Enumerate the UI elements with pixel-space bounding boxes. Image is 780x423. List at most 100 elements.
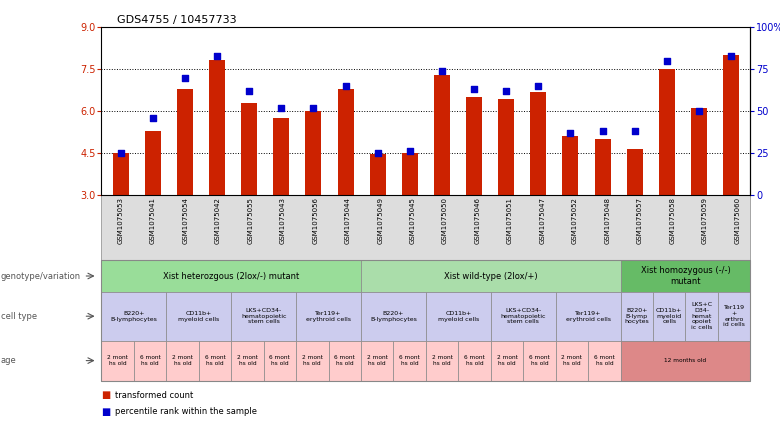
Point (725, 52, 737, 59)
Text: 6 mont
hs old: 6 mont hs old (335, 355, 355, 366)
Point (243, 88, 255, 94)
Text: age: age (1, 356, 16, 365)
Text: 2 mont
hs old: 2 mont hs old (562, 355, 583, 366)
Text: ■: ■ (101, 407, 111, 417)
Text: 6 mont
hs old: 6 mont hs old (464, 355, 485, 366)
Point (403, 148, 416, 154)
Bar (145, 131, 161, 195)
Bar (306, 111, 321, 195)
Bar (562, 136, 579, 195)
Point (629, 128, 641, 135)
Bar (338, 89, 353, 195)
Text: GSM1075060: GSM1075060 (734, 197, 740, 244)
Text: CD11b+
myeloid cells: CD11b+ myeloid cells (438, 311, 479, 321)
Bar (241, 103, 257, 195)
Text: GSM1075051: GSM1075051 (507, 197, 513, 244)
Text: LKS+C
D34-
hemat
opoiet
ic cells: LKS+C D34- hemat opoiet ic cells (691, 302, 712, 330)
Text: 12 months old: 12 months old (665, 358, 707, 363)
Bar (402, 153, 418, 195)
Text: 2 mont
hs old: 2 mont hs old (107, 355, 128, 366)
Bar (723, 55, 739, 195)
Text: B220+
B-lymp
hocytes: B220+ B-lymp hocytes (625, 308, 649, 324)
Bar (626, 148, 643, 195)
Text: GSM1075055: GSM1075055 (247, 197, 254, 244)
Text: cell type: cell type (1, 312, 37, 321)
Bar (273, 118, 289, 195)
Text: Xist wild-type (2lox/+): Xist wild-type (2lox/+) (444, 272, 537, 280)
Text: 6 mont
hs old: 6 mont hs old (140, 355, 161, 366)
Bar (370, 154, 386, 195)
Text: B220+
B-lymphocytes: B220+ B-lymphocytes (370, 311, 417, 321)
Bar (112, 153, 129, 195)
Text: GSM1075059: GSM1075059 (702, 197, 707, 244)
Text: GSM1075043: GSM1075043 (280, 197, 285, 244)
Point (179, 74, 191, 81)
Text: GSM1075054: GSM1075054 (183, 197, 189, 244)
Point (307, 104, 320, 111)
Text: GSM1075042: GSM1075042 (215, 197, 221, 244)
Bar (594, 139, 611, 195)
Text: GSM1075053: GSM1075053 (118, 197, 123, 244)
Point (275, 104, 288, 111)
Text: CD11b+
myeloid cells: CD11b+ myeloid cells (178, 311, 219, 321)
Point (597, 128, 609, 135)
Text: GSM1075045: GSM1075045 (410, 197, 416, 244)
Point (661, 58, 673, 64)
Point (693, 107, 705, 114)
Point (211, 52, 223, 59)
Bar (209, 60, 225, 195)
Text: 2 mont
hs old: 2 mont hs old (302, 355, 323, 366)
Text: 6 mont
hs old: 6 mont hs old (204, 355, 225, 366)
Point (564, 129, 576, 136)
Text: GSM1075046: GSM1075046 (474, 197, 480, 244)
Text: GDS4755 / 10457733: GDS4755 / 10457733 (117, 15, 236, 25)
Text: percentile rank within the sample: percentile rank within the sample (115, 407, 257, 416)
Text: CD11b+
myeloid
cells: CD11b+ myeloid cells (656, 308, 682, 324)
Text: Xist heterozgous (2lox/-) mutant: Xist heterozgous (2lox/-) mutant (163, 272, 300, 280)
Text: B220+
B-lymphocytes: B220+ B-lymphocytes (111, 311, 158, 321)
Text: 2 mont
hs old: 2 mont hs old (172, 355, 193, 366)
Point (115, 149, 127, 156)
Text: ■: ■ (101, 390, 111, 401)
Text: GSM1075056: GSM1075056 (312, 197, 318, 244)
Bar (498, 99, 514, 195)
Text: 6 mont
hs old: 6 mont hs old (269, 355, 290, 366)
Bar (530, 91, 546, 195)
Point (147, 114, 159, 121)
Text: 6 mont
hs old: 6 mont hs old (529, 355, 550, 366)
Text: GSM1075047: GSM1075047 (540, 197, 545, 244)
Text: GSM1075058: GSM1075058 (669, 197, 675, 244)
Text: Xist homozygous (-/-)
mutant: Xist homozygous (-/-) mutant (640, 266, 730, 286)
Text: GSM1075049: GSM1075049 (378, 197, 383, 244)
Text: Ter119+
erythroid cells: Ter119+ erythroid cells (306, 311, 351, 321)
Text: GSM1075044: GSM1075044 (345, 197, 351, 244)
Text: 2 mont
hs old: 2 mont hs old (497, 355, 517, 366)
Text: Ter119+
erythroid cells: Ter119+ erythroid cells (566, 311, 611, 321)
Text: 6 mont
hs old: 6 mont hs old (594, 355, 615, 366)
Point (532, 82, 544, 89)
Text: GSM1075057: GSM1075057 (636, 197, 643, 244)
Text: genotype/variation: genotype/variation (1, 272, 81, 280)
Text: LKS+CD34-
hematopoietic
stem cells: LKS+CD34- hematopoietic stem cells (241, 308, 286, 324)
Point (436, 68, 448, 74)
Bar (434, 75, 450, 195)
Text: Ter119
+
erthro
id cells: Ter119 + erthro id cells (723, 305, 745, 327)
Text: GSM1075052: GSM1075052 (572, 197, 578, 244)
Bar (659, 69, 675, 195)
Text: GSM1075048: GSM1075048 (604, 197, 610, 244)
Bar (466, 97, 482, 195)
Point (371, 149, 384, 156)
Text: transformed count: transformed count (115, 391, 193, 400)
Text: LKS+CD34-
hematopoietic
stem cells: LKS+CD34- hematopoietic stem cells (501, 308, 546, 324)
Bar (177, 89, 193, 195)
Point (339, 82, 352, 89)
Text: 6 mont
hs old: 6 mont hs old (399, 355, 420, 366)
Bar (691, 108, 707, 195)
Text: 2 mont
hs old: 2 mont hs old (237, 355, 258, 366)
Text: 2 mont
hs old: 2 mont hs old (431, 355, 452, 366)
Text: GSM1075050: GSM1075050 (442, 197, 448, 244)
Point (468, 86, 480, 93)
Point (500, 88, 512, 94)
Text: 2 mont
hs old: 2 mont hs old (367, 355, 388, 366)
Text: GSM1075041: GSM1075041 (150, 197, 156, 244)
